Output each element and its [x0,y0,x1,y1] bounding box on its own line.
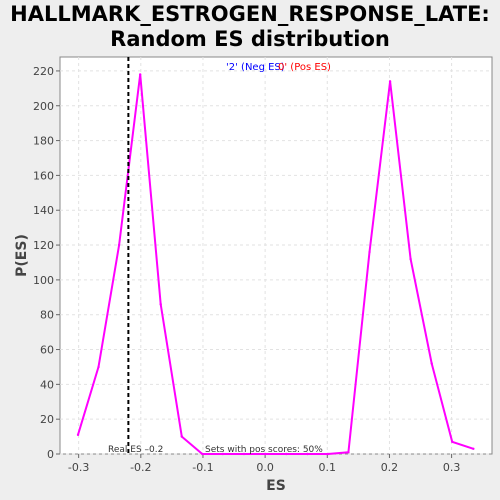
x-tick-label: -0.2 [130,461,151,474]
legend-pos-es: 0' (Pos ES) [278,62,331,73]
axes: -0.3 -0.2 -0.1 0.0 0.1 0.2 0.3 0 20 40 60 80 100 120 1… [33,65,460,474]
y-tick-label: 20 [40,413,54,426]
data-point [326,452,330,456]
data-point [409,257,412,261]
y-tick-label: 160 [33,169,54,182]
data-point [138,73,142,76]
data-point [451,440,454,444]
x-tick-label: 0.3 [443,461,461,474]
data-point [117,243,121,247]
chart-title-line-2: Random ES distribution [110,27,390,51]
x-tick-label: -0.1 [192,461,213,474]
y-tick-label: 0 [47,448,54,461]
y-tick-label: 140 [33,204,54,217]
y-tick-label: 60 [40,344,54,357]
legend: '2' (Neg ES) 0' (Pos ES) [226,62,331,73]
data-point [388,80,392,83]
data-point [472,447,475,450]
data-point [180,435,184,438]
plot-area [59,56,493,455]
data-point [221,452,225,456]
y-tick-label: 200 [33,100,54,113]
series-line [77,74,474,455]
data-point [242,452,246,456]
y-tick-label: 180 [33,135,54,148]
data-point [159,303,162,306]
data-point [430,362,433,365]
data-point [97,365,100,369]
y-axis-label: P(ES) [14,234,30,277]
y-tick-label: 80 [40,309,54,322]
chart-title-line-1: HALLMARK_ESTROGEN_RESPONSE_LATE: [10,2,490,26]
pos-scores-annotation: Sets with pos scores: 50% [205,445,323,455]
y-tick-label: 120 [33,239,54,252]
data-point [263,452,267,456]
chart-title: HALLMARK_ESTROGEN_RESPONSE_LATE: Random … [0,2,500,52]
x-axis-label: ES [266,478,286,494]
data-point [76,433,80,437]
x-tick-label: -0.3 [68,461,89,474]
x-tick-label: 0.0 [256,461,274,474]
y-tick-label: 100 [33,274,54,287]
series-layer [76,73,475,456]
real-es-label: Real ES –0.2 [108,445,163,455]
data-point [347,451,350,454]
y-tick-label: 220 [33,65,54,78]
data-point [285,452,288,456]
x-tick-label: 0.1 [319,461,337,474]
data-point [306,452,309,456]
data-point [368,250,371,254]
data-point [201,452,204,456]
x-tick-label: 0.2 [381,461,399,474]
legend-neg-es: '2' (Neg ES) [226,62,285,73]
y-tick-label: 40 [40,378,54,391]
